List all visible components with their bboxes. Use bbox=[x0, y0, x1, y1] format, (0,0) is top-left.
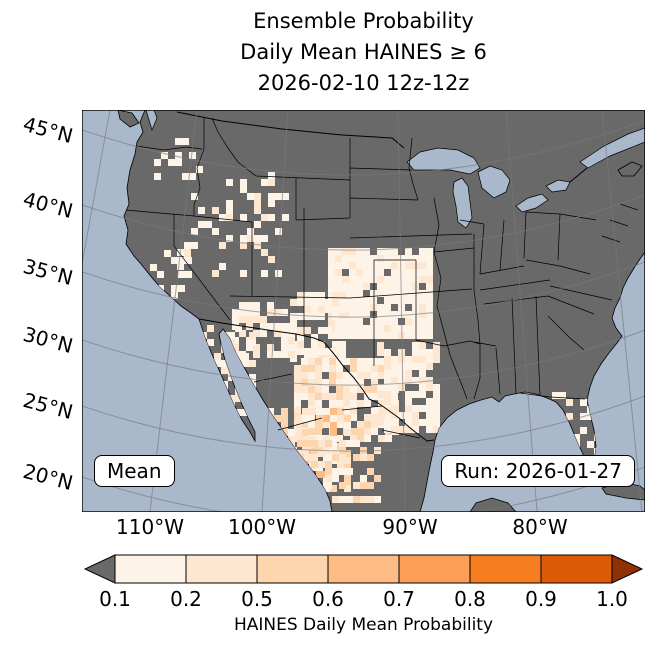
run-date-badge: Run: 2026-01-27 bbox=[441, 455, 635, 487]
colorbar-tick-label: 0.2 bbox=[170, 587, 202, 611]
graticule bbox=[82, 110, 645, 512]
colorbar-tick-label: 0.7 bbox=[383, 587, 415, 611]
y-tick-label-35n: 35°N bbox=[20, 253, 76, 291]
lake-erie bbox=[515, 193, 549, 213]
x-tick-label-100w: 100°W bbox=[228, 515, 296, 539]
yucatan bbox=[469, 497, 517, 512]
y-tick-label-30n: 30°N bbox=[20, 321, 76, 359]
x-tick-label-80w: 80°W bbox=[512, 515, 568, 539]
colorbar-tick-label: 0.9 bbox=[525, 587, 557, 611]
y-tick-label-20n: 20°N bbox=[20, 458, 76, 496]
title-line-3: 2026-02-10 12z-12z bbox=[257, 71, 470, 95]
lake-huron bbox=[477, 165, 511, 199]
y-tick-label-45n: 45°N bbox=[20, 111, 76, 149]
colorbar-title: HAINES Daily Mean Probability bbox=[233, 615, 494, 635]
lake-ontario bbox=[545, 179, 571, 193]
title-line-1: Ensemble Probability bbox=[253, 9, 474, 33]
st-lawrence-gulf bbox=[579, 127, 645, 169]
puget-sound bbox=[145, 110, 158, 132]
colorbar-tick-label: 0.5 bbox=[241, 587, 273, 611]
colorbar-tick-label: 0.8 bbox=[454, 587, 486, 611]
lake-michigan bbox=[452, 177, 473, 229]
mean-badge: Mean bbox=[94, 455, 175, 487]
nova-scotia bbox=[617, 161, 643, 177]
figure-title: Ensemble Probability Daily Mean HAINES ≥… bbox=[82, 6, 645, 99]
colorbar-tick-label: 0.1 bbox=[99, 587, 131, 611]
colorbar-tick-label: 1.0 bbox=[596, 587, 628, 611]
y-tick-label-25n: 25°N bbox=[20, 387, 76, 425]
x-tick-label-90w: 90°W bbox=[382, 515, 438, 539]
title-line-2: Daily Mean HAINES ≥ 6 bbox=[240, 40, 487, 64]
x-tick-label-110w: 110°W bbox=[116, 515, 184, 539]
colorbar-tick-label: 0.6 bbox=[312, 587, 344, 611]
vancouver-island bbox=[117, 110, 140, 128]
colorbar bbox=[83, 554, 644, 584]
map-canvas bbox=[82, 110, 645, 512]
y-tick-label-40n: 40°N bbox=[20, 186, 76, 224]
